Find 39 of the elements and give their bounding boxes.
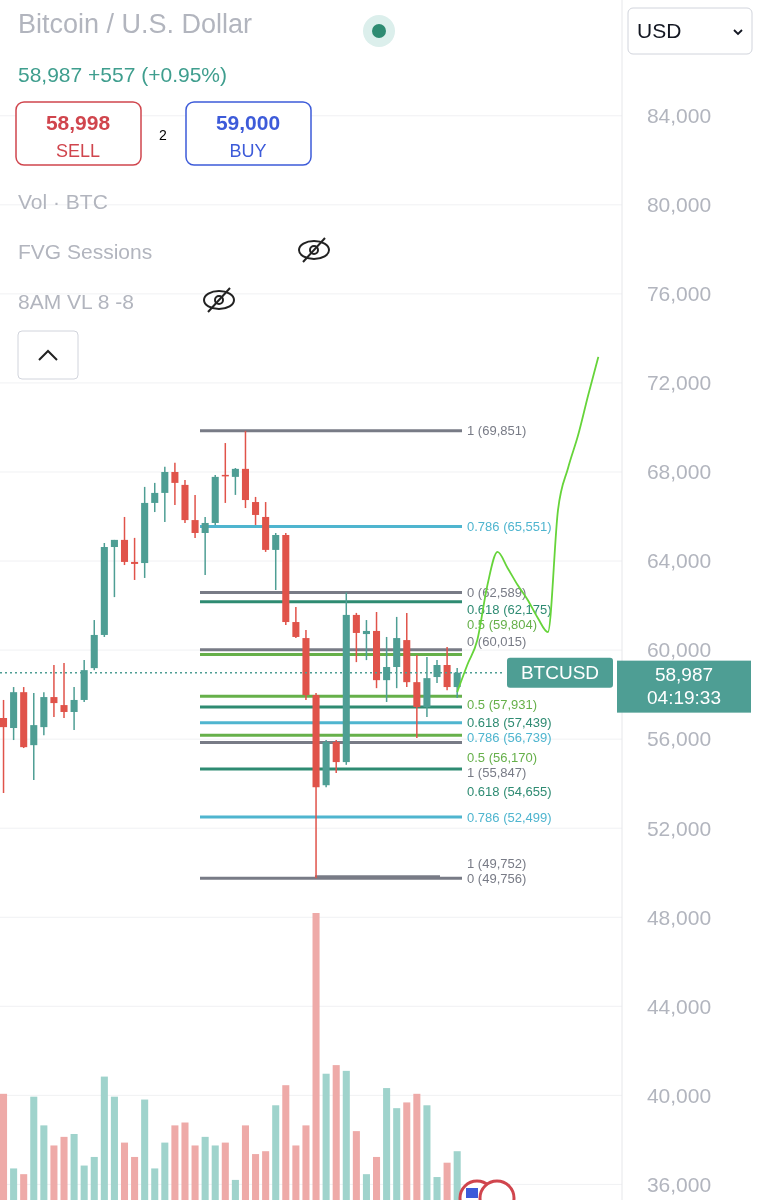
annotation: BUY	[229, 141, 267, 161]
y-tick-label: 36,000	[646, 1172, 712, 1196]
text: USD	[637, 19, 682, 42]
ref-line-label: 0.786 (56,739)	[467, 730, 552, 746]
y-tick-label: 72,000	[646, 371, 712, 395]
annotation: Vol · BTC	[18, 190, 108, 213]
text: 58,987	[654, 664, 714, 686]
ref-line-label: 0.786 (65,551)	[467, 519, 552, 535]
text: 04:19:33	[647, 687, 721, 709]
y-tick-label: 84,000	[646, 104, 712, 128]
annotation: SELL	[55, 141, 101, 161]
ref-line-label: 0 (60,015)	[467, 634, 527, 650]
text: 58,987 +557 (+0.95%)	[18, 63, 227, 86]
annotation: 2	[159, 127, 168, 143]
annotation: FVG Sessions	[18, 240, 153, 263]
ref-line-label: 0.5 (57,931)	[467, 696, 538, 712]
y-tick-label: 60,000	[646, 638, 712, 662]
ref-line-label: 0.618 (57,439)	[467, 714, 552, 730]
y-tick-label: 48,000	[646, 905, 712, 929]
annotation: 58,998	[45, 111, 111, 134]
ref-line-label: 0.5 (56,170)	[467, 749, 538, 765]
annotation: 8AM VL 8 -8	[18, 290, 134, 313]
y-tick-label: 80,000	[646, 193, 712, 217]
y-tick-label: 64,000	[646, 549, 712, 573]
y-tick-label: 68,000	[646, 460, 712, 484]
y-tick-label: 52,000	[646, 816, 712, 840]
y-tick-label: 40,000	[646, 1083, 712, 1107]
ref-line-label: 1 (55,847)	[467, 765, 527, 781]
ref-line-label: 1 (69,851)	[467, 423, 527, 439]
ref-line-label: 0.786 (52,499)	[467, 809, 552, 825]
chart-title: Bitcoin / U.S. Dollar	[18, 9, 253, 39]
y-tick-label: 56,000	[646, 727, 712, 751]
y-tick-label: 44,000	[646, 994, 712, 1018]
ref-line-label: 0.618 (54,655)	[467, 783, 552, 799]
ref-line-label: 0 (49,756)	[467, 870, 527, 886]
ref-line-label: BTCUSD	[520, 662, 600, 684]
ref-line-label: 1 (49,752)	[467, 855, 527, 871]
annotation: 59,000	[215, 111, 281, 134]
y-tick-label: 76,000	[646, 282, 712, 306]
